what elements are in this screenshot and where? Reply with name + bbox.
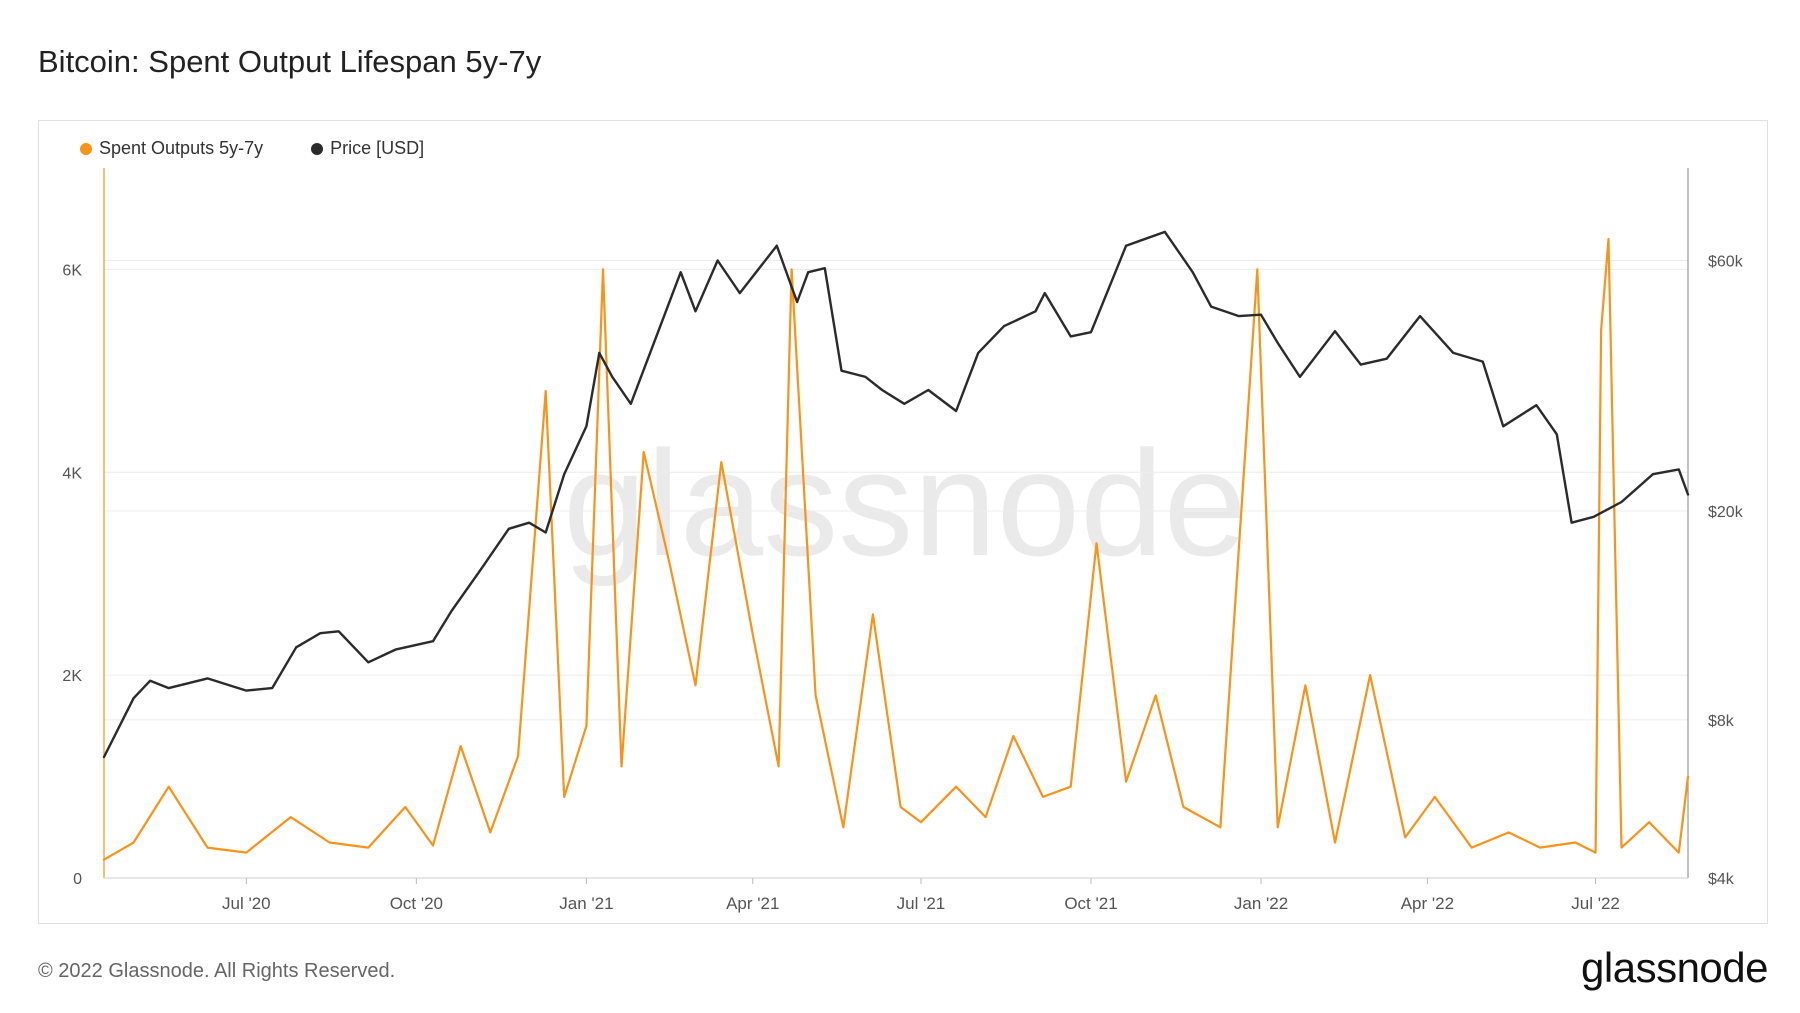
brand-logo: glassnode	[1581, 944, 1768, 991]
page-title: Bitcoin: Spent Output Lifespan 5y-7y	[38, 44, 542, 79]
legend-label-price: Price [USD]	[330, 138, 425, 158]
legend-label-spent-outputs: Spent Outputs 5y-7y	[99, 138, 264, 158]
chart-legend: Spent Outputs 5y-7y Price [USD]	[80, 138, 424, 159]
legend-swatch-price	[311, 142, 324, 155]
chart-panel	[38, 120, 1768, 924]
legend-item-price[interactable]: Price [USD]	[311, 138, 424, 159]
copyright-footer: © 2022 Glassnode. All Rights Reserved.	[38, 960, 396, 982]
legend-swatch-spent-outputs	[80, 142, 92, 155]
legend-item-spent-outputs[interactable]: Spent Outputs 5y-7y	[80, 138, 263, 159]
